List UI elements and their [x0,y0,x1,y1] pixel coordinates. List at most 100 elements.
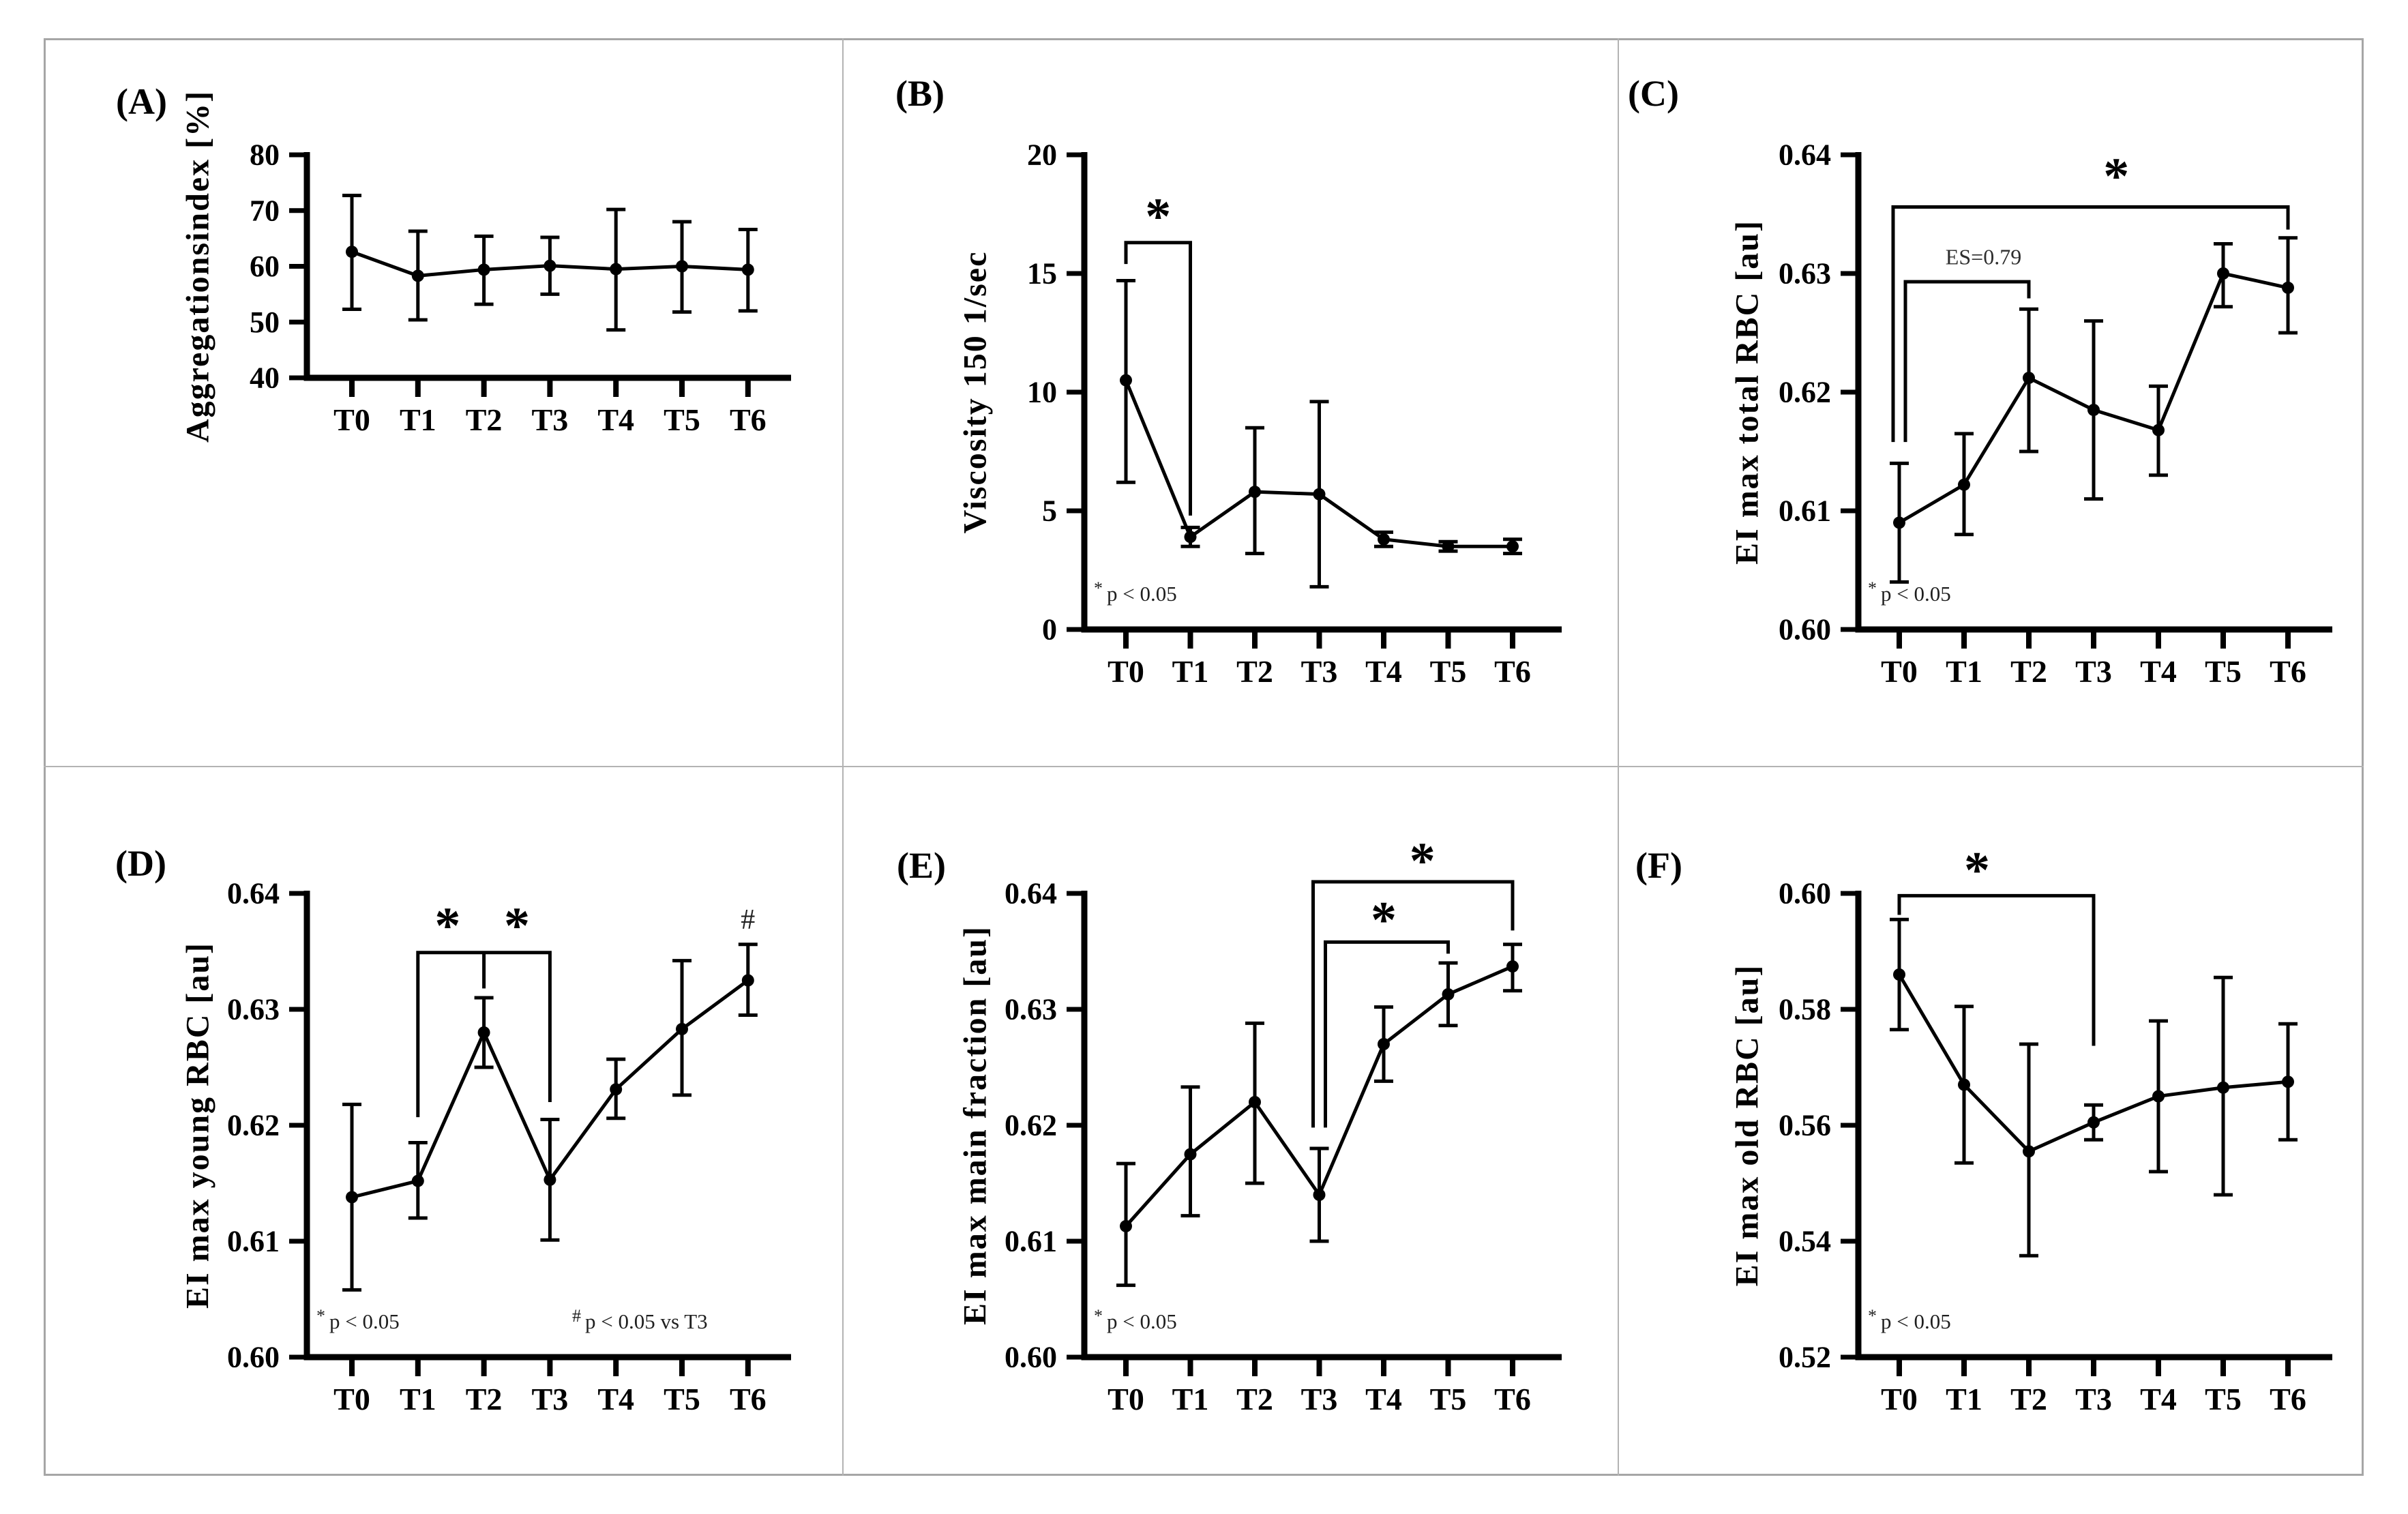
x-tick-label: T3 [1301,1382,1338,1416]
bracket-line [1897,893,2096,1046]
x-tick-label: T6 [2270,1382,2306,1416]
x-tick-label: T1 [1946,654,1982,689]
y-axis: 40 50 60 70 80 Aggregationsindex [%] [180,90,310,443]
data-point [1893,968,1905,981]
data-point [1249,1096,1261,1108]
x-tick-label: T4 [597,402,634,437]
x-axis: T0 T1 T2 T3 T4 T5 T6 [1855,1354,2332,1416]
chart-ei-max-main-fraction: 0.60 0.61 0.62 0.63 0.64 EI max main fraction… [957,832,1562,1416]
y-tick-label: 0.61 [1779,494,1831,528]
x-tick-label: T0 [1108,1382,1144,1416]
panel-divider-vertical-1 [842,38,844,1476]
data-point [610,263,623,276]
data-point [2087,404,2100,417]
x-tick-label: T0 [1881,1382,1918,1416]
chart-ei-max-total-rbc: 0.60 0.61 0.62 0.63 0.64 EI max total RBC [au… [1729,138,2332,689]
x-tick-label: T5 [664,1382,700,1416]
figure-border [44,38,2364,1476]
x-tick-label: T2 [2010,1382,2047,1416]
y-tick-label: 5 [1042,494,1057,528]
data-point [2023,372,2035,385]
y-tick-label: 0.64 [1005,877,1057,910]
bracket-line [416,951,552,1118]
effect-size-label: ES=0.79 [1946,245,2021,269]
y-tick-label: 0.52 [1779,1341,1831,1374]
y-tick-label: 0.62 [227,1109,280,1142]
footnote: * p < 0.05 [1094,1306,1177,1333]
panel-label-a: (A) [116,81,167,122]
significance-star: * [1145,188,1171,245]
data-point [741,974,754,987]
y-tick-label: 0.60 [227,1341,280,1374]
data-point [2282,1075,2294,1088]
data-point [1442,988,1455,1000]
x-tick-label: T1 [1172,1382,1209,1416]
x-tick-label: T3 [1301,654,1338,689]
data-point [1313,488,1326,501]
x-tick-label: T0 [1108,654,1144,689]
x-tick-label: T0 [1881,654,1918,689]
footnote: * p < 0.05 [316,1306,400,1333]
significance-star: * [504,897,530,955]
y-tick-label: 20 [1027,138,1057,172]
x-tick-label: T0 [333,1382,370,1416]
x-tick-label: T5 [664,402,700,437]
y-tick-label: 0 [1042,613,1057,647]
error-bars [1116,278,1522,589]
data-points [1893,968,2294,1158]
data-point [1378,533,1390,546]
x-tick-label: T5 [2205,654,2242,689]
data-point [1958,1078,1970,1091]
y-tick-label: 40 [250,361,280,395]
x-tick-label: T1 [1946,1382,1982,1416]
data-point [1313,1189,1326,1201]
x-tick-label: T3 [2075,654,2112,689]
data-point [1893,516,1905,529]
data-point [1249,486,1261,499]
x-tick-label: T6 [730,402,767,437]
y-tick-label: 0.56 [1779,1109,1831,1142]
y-axis: 0.52 0.54 0.56 0.58 0.60 EI max old RBC [au] [1729,877,1862,1374]
x-axis: T0 T1 T2 T3 T4 T5 T6 [303,374,791,437]
data-point [544,259,556,272]
data-point [1958,478,1970,491]
x-tick-label: T3 [532,1382,569,1416]
data-point [411,269,424,282]
data-point [2152,424,2165,436]
data-point [2217,267,2229,280]
x-axis: T0 T1 T2 T3 T4 T5 T6 [303,1354,791,1416]
error-bars [1116,942,1522,1288]
x-tick-label: T5 [1430,654,1467,689]
x-tick-label: T2 [466,402,503,437]
significance-brackets: ES=0.79 * [1891,147,2290,443]
data-points [1120,960,1519,1232]
data-point [1506,540,1519,553]
significance-brackets: ** [416,897,552,1118]
y-tick-label: 70 [250,194,280,227]
data-points [346,246,754,282]
y-axis: 0.60 0.61 0.62 0.63 0.64 EI max young RBC [au… [180,877,310,1374]
significance-brackets: ** [1311,832,1515,1128]
panel-d: (D) 0.60 0.61 0.62 0.63 0.64 EI max young RBC… [44,766,842,1476]
x-tick-label: T1 [1172,654,1209,689]
footnotes: * p < 0.05 [1868,578,1951,606]
x-tick-label: T0 [333,402,370,437]
data-points [1893,267,2294,529]
y-axis-label: EI max old RBC [au] [1729,964,1766,1287]
x-tick-label: T4 [1365,1382,1402,1416]
data-point [2087,1116,2100,1129]
x-tick-label: T5 [1430,1382,1467,1416]
footnotes: * p < 0.05 [1094,578,1177,606]
x-tick-label: T2 [1236,654,1273,689]
y-tick-label: 0.58 [1779,993,1831,1026]
panel-f: (F) 0.52 0.54 0.56 0.58 0.60 EI max old RBC [… [1618,766,2364,1476]
significance-star: * [1410,832,1436,889]
y-tick-label: 0.62 [1779,376,1831,409]
x-tick-label: T2 [466,1382,503,1416]
bracket-line [1891,205,2290,443]
x-tick-label: T6 [730,1382,767,1416]
data-point [2217,1081,2229,1094]
